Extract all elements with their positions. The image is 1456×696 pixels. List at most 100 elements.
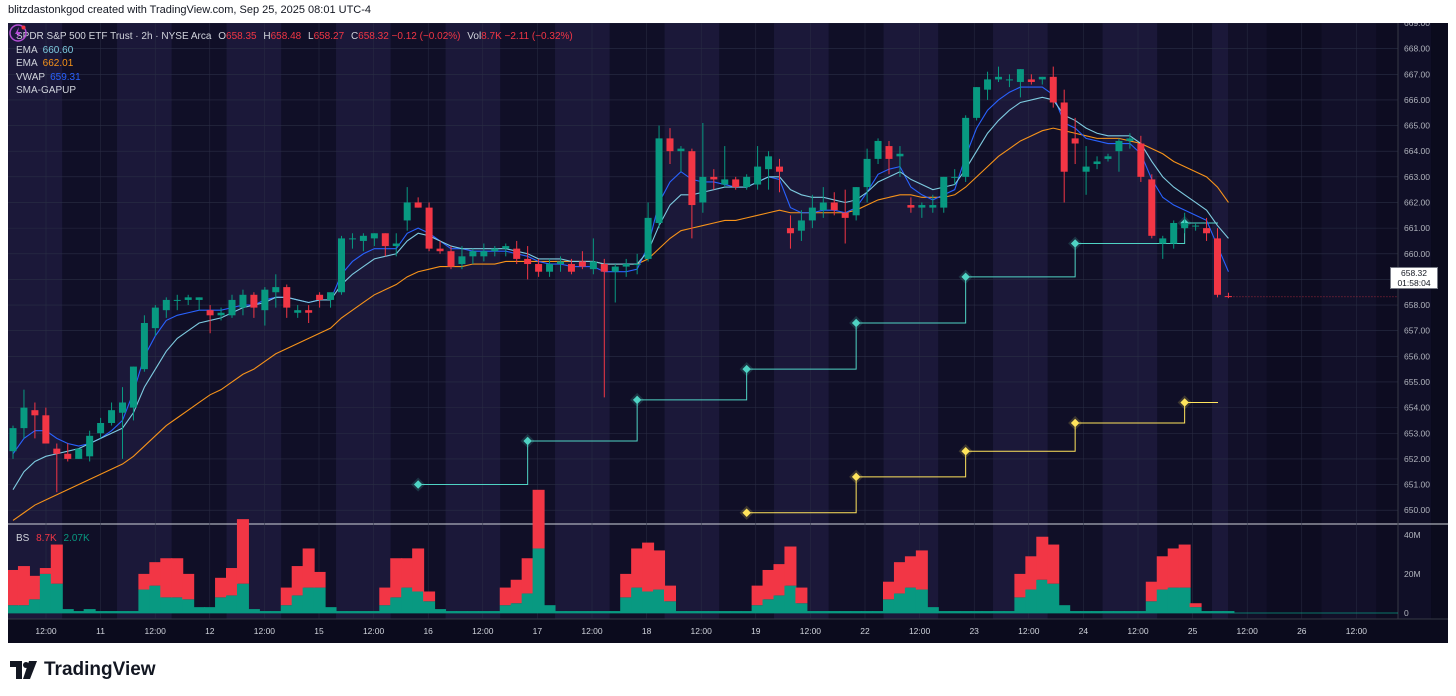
tradingview-logo: TradingView — [10, 658, 156, 682]
candle-body — [754, 166, 762, 185]
candle-body — [1016, 69, 1024, 82]
volume-buy-bar — [1014, 597, 1027, 613]
candle-body — [1214, 238, 1221, 295]
volume-buy-bar — [1047, 583, 1060, 613]
volume-buy-bar — [138, 589, 151, 613]
legend-open: 658.35 — [226, 31, 257, 42]
bs-volume-legend[interactable]: BS 8.7K 2.07K — [16, 533, 90, 544]
chart-attribution: blitzdastonkgod created with TradingView… — [8, 4, 372, 16]
legend-open-label: O — [218, 31, 227, 42]
volume-buy-bar — [795, 603, 808, 613]
volume-sell-bar — [653, 550, 666, 590]
candle-body — [513, 248, 521, 259]
candle-body — [1082, 166, 1090, 172]
volume-sell-bar — [390, 558, 403, 598]
candle-body — [129, 366, 137, 408]
volume-buy-bar — [1200, 611, 1213, 613]
volume-buy-bar — [302, 587, 315, 613]
legend-ohlc-row: SPDR S&P 500 ETF Trust · 2h · NYSE Arca … — [16, 30, 573, 44]
volume-buy-bar — [466, 611, 479, 613]
candle-body — [305, 310, 313, 313]
candle-body — [852, 187, 860, 216]
volume-sell-bar — [412, 548, 425, 592]
candle-body — [874, 140, 882, 159]
x-tick-label: 16 — [423, 626, 433, 636]
x-tick-label: 25 — [1188, 626, 1198, 636]
candle-body — [403, 202, 411, 221]
candle-body — [995, 76, 1002, 80]
candle-body — [436, 248, 444, 252]
volume-buy-bar — [1222, 611, 1235, 613]
volume-buy-bar — [379, 605, 392, 613]
candle-body — [1181, 223, 1189, 229]
volume-sell-bar — [302, 548, 315, 588]
volume-sell-bar — [499, 587, 512, 606]
legend-vol-change: −2.11 (−0.32%) — [504, 31, 573, 42]
volume-buy-bar — [893, 593, 906, 613]
candle-body — [797, 220, 805, 231]
candle-body — [491, 248, 499, 252]
volume-buy-bar — [904, 587, 917, 613]
volume-buy-bar — [707, 611, 720, 613]
volume-buy-bar — [981, 611, 994, 613]
x-tick-label: 12:00 — [363, 626, 385, 636]
volume-buy-bar — [1036, 579, 1049, 613]
legend-ema-fast-row[interactable]: EMA 660.60 — [16, 44, 573, 58]
candle-body — [338, 238, 345, 293]
candle-body — [918, 205, 926, 208]
candle-body — [425, 207, 433, 249]
volume-buy-bar — [685, 611, 698, 613]
volume-buy-bar — [543, 605, 556, 613]
candle-body — [578, 261, 586, 267]
volume-sell-bar — [182, 573, 195, 600]
candle-body — [929, 205, 937, 208]
volume-buy-bar — [72, 611, 85, 613]
session-band — [336, 23, 391, 619]
volume-buy-bar — [970, 611, 983, 613]
candle-body — [973, 87, 981, 118]
lightning-alert-icon[interactable] — [8, 23, 28, 43]
volume-sell-bar — [1014, 573, 1027, 598]
volume-buy-bar — [959, 611, 972, 613]
volume-buy-bar — [587, 611, 600, 613]
candle-body — [1148, 179, 1156, 236]
candle-body — [1027, 79, 1035, 82]
volume-sell-bar — [904, 556, 917, 588]
candle-body — [1104, 156, 1112, 159]
volume-buy-bar — [61, 609, 74, 613]
legend-sma-gapup-row[interactable]: SMA-GAPUP — [16, 84, 573, 98]
candle-body — [743, 176, 751, 188]
x-tick-label: 15 — [314, 626, 324, 636]
candle-body — [140, 323, 148, 370]
session-band — [171, 23, 227, 619]
volume-buy-bar — [883, 599, 895, 613]
legend-sma-gapup-label: SMA-GAPUP — [16, 85, 77, 96]
legend-low-label: L — [308, 31, 314, 42]
volume-buy-bar — [215, 597, 228, 613]
legend-vol-label: Vol — [467, 31, 482, 42]
future-area — [1228, 23, 1398, 619]
volume-sell-bar — [215, 577, 228, 598]
legend-vwap-label: VWAP — [16, 71, 46, 83]
legend-ema-slow-row[interactable]: EMA 662.01 — [16, 57, 573, 71]
volume-buy-bar — [1211, 611, 1224, 613]
volume-sell-bar — [620, 573, 633, 598]
candle-body — [611, 266, 619, 272]
volume-sell-bar — [1047, 544, 1060, 584]
volume-buy-bar — [1178, 587, 1191, 613]
price-chart-svg[interactable]: 669.00 668.00 667.00 666.00 665.00 664.00 663.… — [8, 23, 1448, 643]
volume-buy-bar — [839, 611, 852, 613]
y-tick-label: 667.00 — [1404, 69, 1430, 79]
volume-buy-bar — [609, 611, 622, 613]
candle-body — [1170, 223, 1178, 244]
legend-ema-fast-label: EMA — [16, 44, 38, 56]
volume-sell-bar — [795, 587, 808, 604]
x-tick-label: 23 — [969, 626, 979, 636]
legend-vwap-row[interactable]: VWAP 659.31 — [16, 71, 573, 85]
chart-frame[interactable]: 669.00 668.00 667.00 666.00 665.00 664.00 663.… — [8, 23, 1448, 643]
candle-body — [151, 307, 159, 329]
x-tick-label: 12:00 — [472, 626, 494, 636]
x-tick-label: 24 — [1079, 626, 1089, 636]
volume-buy-bar — [269, 611, 282, 613]
session-band — [390, 23, 446, 619]
